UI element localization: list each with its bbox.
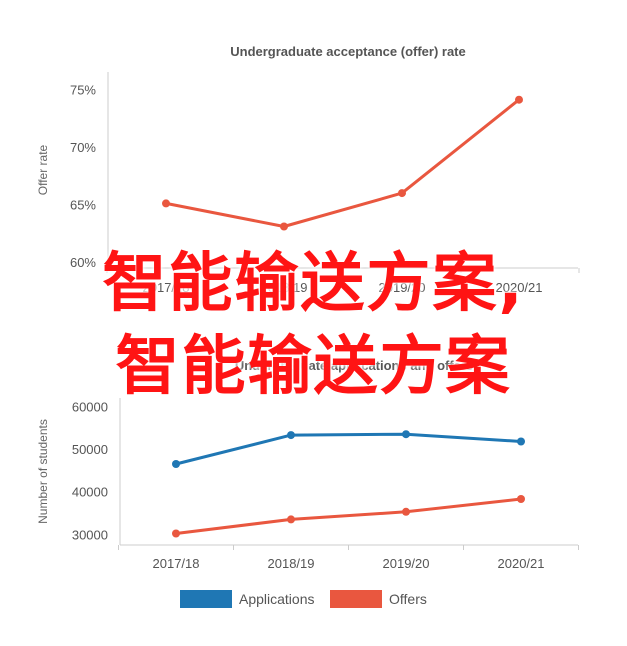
- chart-1-title: Undergraduate applications and offers: [235, 358, 473, 373]
- chart-1-series-0-point: [287, 431, 295, 440]
- chart-1-series-0-line: [175, 432, 522, 466]
- chart-1-series-1-point: [287, 515, 295, 524]
- chart-1-y-tick: 60000: [72, 400, 108, 415]
- chart-1-series-1-line: [175, 497, 522, 535]
- chart-1-x-tick: 2020/21: [498, 556, 545, 571]
- chart-1-x-tick: 2017/18: [153, 556, 200, 571]
- chart-1-series-0-point: [172, 460, 180, 468]
- chart-1-y-tick: 30000: [72, 527, 108, 542]
- chart-0-series-0-point: [515, 95, 523, 104]
- chart-0-series-0-line: [165, 98, 520, 228]
- chart-1-series-1-point: [172, 529, 180, 538]
- chart-1-x-tick: 2019/20: [383, 556, 430, 571]
- chart-0-y-tick: 65%: [70, 198, 96, 213]
- chart-0-series-0-point: [280, 222, 288, 231]
- chart-1-y-label: Number of students: [36, 419, 50, 524]
- chart-0-y-tick: 75%: [70, 82, 96, 97]
- chart-0-x-tick: 2020/21: [496, 280, 543, 295]
- legend-swatch-0: [180, 590, 232, 608]
- chart-1-y-tick: 40000: [72, 485, 108, 500]
- chart-1-series-1-point: [517, 495, 525, 503]
- chart-0-title: Undergraduate acceptance (offer) rate: [230, 44, 466, 59]
- overlay-text-line1: 智能输送方案,: [102, 247, 525, 321]
- overlay-text-line2: 智能输送方案: [115, 330, 512, 404]
- chart-1-series-1-point: [402, 507, 410, 516]
- chart-0-y-tick: 60%: [70, 255, 96, 270]
- legend-swatch-1: [330, 590, 382, 608]
- chart-0-x-tick: 2018/19: [261, 280, 308, 295]
- chart-1-series-0-point: [402, 430, 410, 439]
- legend-label-1: Offers: [389, 591, 427, 607]
- chart-1-x-tick: 2018/19: [268, 556, 315, 571]
- legend-label-0: Applications: [239, 591, 315, 607]
- chart-0-x-tick: 2017/18: [143, 280, 190, 295]
- chart-0-y-label: Offer rate: [36, 144, 50, 195]
- chart-0-y-tick: 70%: [70, 140, 96, 155]
- chart-1-y-tick: 50000: [72, 442, 108, 457]
- chart-0-series-0-point: [162, 199, 170, 208]
- chart-0-series-0-point: [398, 189, 406, 198]
- chart-0-x-tick: 2019/20: [379, 280, 426, 295]
- chart-1-series-0-point: [517, 437, 525, 446]
